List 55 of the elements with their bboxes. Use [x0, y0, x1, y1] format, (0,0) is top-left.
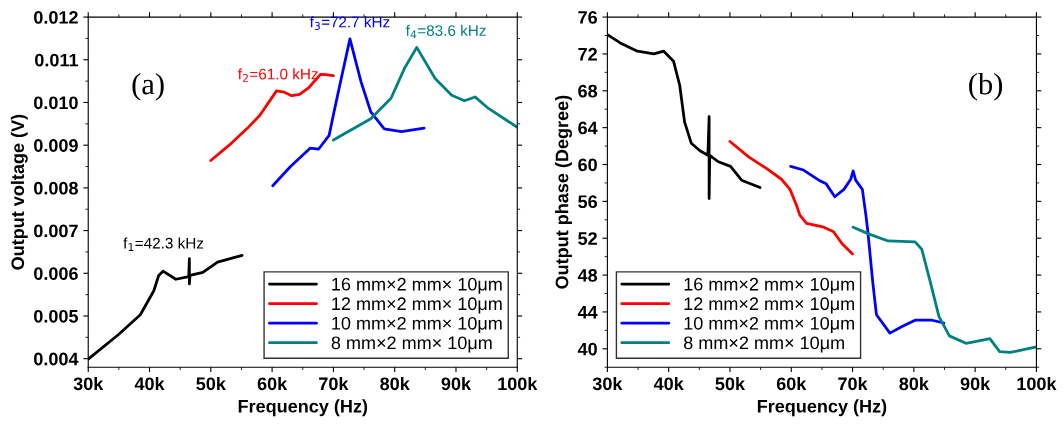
x-tick-label: 60k — [776, 376, 807, 391]
legend-label: 12 mm×2 mm× 10μm — [332, 297, 502, 314]
annotation: (b) — [969, 72, 1003, 101]
legend-label: 8 mm×2 mm× 10μm — [331, 336, 492, 353]
y-tick-label: 44 — [577, 306, 598, 319]
y-tick-label: 0.009 — [34, 139, 78, 152]
legend-label: 16 mm×2 mm× 10μm — [684, 277, 854, 294]
y-tick-label: 68 — [578, 84, 598, 98]
legend-label: 12 mm×2 mm× 10μm — [684, 297, 854, 314]
y-tick-label: 76 — [578, 11, 597, 24]
y-tick-label: 0.006 — [34, 267, 78, 280]
x-axis-title: Frequency (Hz) — [757, 399, 887, 417]
y-tick-label: 60 — [578, 158, 597, 172]
x-tick-label: 80k — [899, 376, 929, 391]
y-tick-label: 0.011 — [35, 53, 79, 67]
annotation: f$_{3}$=72.7 kHz — [309, 16, 390, 30]
y-tick-label: 0.012 — [34, 11, 78, 24]
line-series — [728, 140, 854, 256]
y-tick-label: 0.010 — [34, 96, 78, 110]
x-tick-label: 30k — [73, 376, 104, 391]
x-tick-label: 70k — [319, 376, 349, 391]
legend-label: 8 mm×2 mm× 10μm — [683, 336, 844, 353]
y-tick-label: 48 — [577, 269, 598, 282]
annotation: f$_{1}$=42.3 kHz — [123, 237, 204, 251]
y-tick-label: 0.005 — [34, 309, 79, 323]
x-tick-label: 50k — [196, 376, 226, 391]
x-tick-label: 60k — [257, 376, 288, 391]
x-axis-title: Frequency (Hz) — [238, 399, 368, 417]
x-tick-label: 100k — [498, 376, 538, 391]
y-tick-label: 0.008 — [34, 181, 78, 195]
x-tick-label: 90k — [441, 376, 472, 391]
x-tick-label: 30k — [592, 376, 623, 391]
x-tick-label: 40k — [653, 376, 684, 391]
annotation: (a) — [132, 72, 164, 101]
y-axis-title: Output voltage (V) — [10, 114, 28, 270]
y-axis-title: Output phase (Degree) — [555, 95, 573, 289]
legend-label: 10 mm×2 mm× 10μm — [332, 316, 502, 333]
x-tick-label: 80k — [380, 376, 410, 391]
y-tick-label: 56 — [578, 195, 597, 209]
legend-label: 16 mm×2 mm× 10μm — [332, 277, 502, 294]
y-tick-label: 72 — [578, 47, 597, 61]
y-tick-label: 0.004 — [34, 352, 79, 366]
y-tick-label: 40 — [577, 342, 597, 356]
x-tick-label: 70k — [838, 376, 868, 391]
x-tick-label: 100k — [1017, 376, 1057, 391]
annotation: f$_{2}$=61.0 kHz — [237, 68, 318, 82]
annotation: f$_{4}$=83.6 kHz — [405, 24, 486, 39]
y-tick-label: 0.007 — [34, 224, 78, 238]
y-tick-label: 52 — [578, 232, 597, 245]
y-tick-label: 64 — [578, 121, 598, 135]
legend-label: 10 mm×2 mm× 10μm — [684, 316, 854, 333]
x-tick-label: 50k — [715, 376, 746, 391]
x-tick-label: 90k — [960, 376, 991, 391]
x-tick-label: 40k — [134, 376, 165, 391]
line-series — [332, 46, 518, 142]
